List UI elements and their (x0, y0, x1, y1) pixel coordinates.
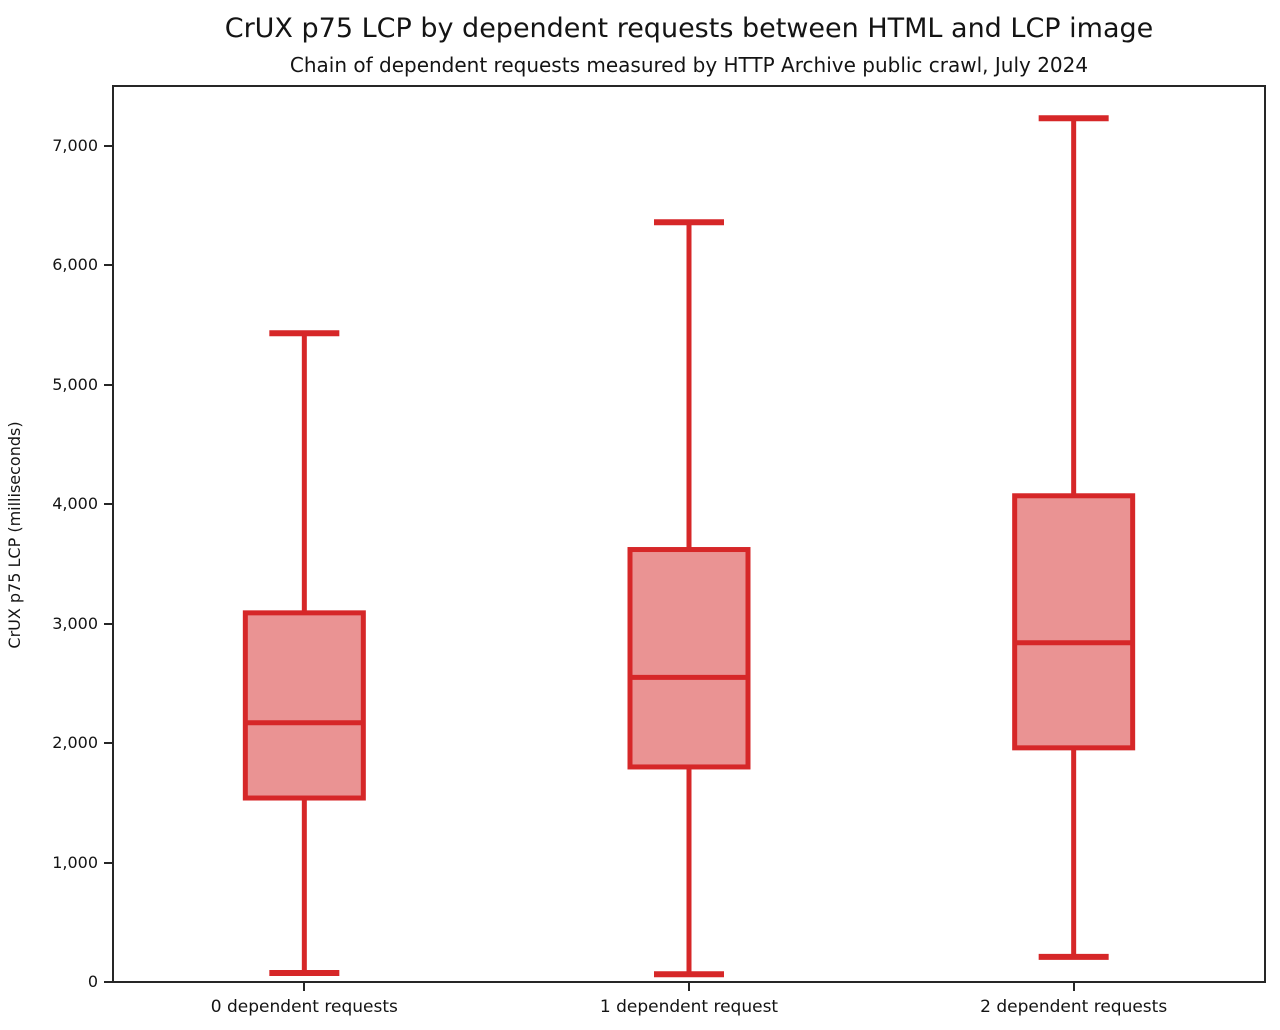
y-axis-label: CrUX p75 LCP (milliseconds) (5, 421, 24, 649)
chart-subtitle: Chain of dependent requests measured by … (289, 53, 1089, 77)
x-tick-mark (303, 983, 306, 991)
y-tick-mark (104, 144, 112, 147)
x-tick-mark (1072, 983, 1075, 991)
plot-area (112, 85, 1266, 983)
y-tick-label: 5,000 (52, 374, 98, 394)
x-tick-label: 2 dependent requests (980, 997, 1168, 1017)
y-tick-label: 7,000 (52, 135, 98, 155)
boxplot-group-0 (242, 330, 366, 977)
y-tick-mark (104, 861, 112, 864)
axes-frame (112, 85, 1266, 983)
y-tick-label: 1,000 (52, 852, 98, 872)
y-tick-mark (104, 742, 112, 745)
boxplot-group-1 (627, 219, 751, 978)
y-tick-label: 4,000 (52, 494, 98, 514)
y-tick-label: 2,000 (52, 733, 98, 753)
x-tick-label: 1 dependent request (599, 997, 779, 1017)
y-tick-label: 0 (87, 972, 98, 991)
y-tick-label: 3,000 (52, 613, 98, 633)
x-tick-mark (688, 983, 690, 991)
iqr-box (242, 610, 366, 801)
iqr-box (627, 547, 751, 770)
y-tick-mark (104, 622, 112, 625)
y-tick-label: 6,000 (52, 255, 98, 275)
chart-title: CrUX p75 LCP by dependent requests betwe… (224, 13, 1154, 44)
y-tick-mark (104, 981, 112, 983)
x-tick-label: 0 dependent requests (210, 997, 398, 1017)
y-tick-mark (104, 383, 112, 386)
y-tick-mark (104, 264, 112, 267)
boxplot-group-2 (1012, 115, 1136, 960)
y-tick-mark (104, 503, 112, 506)
iqr-box (1012, 493, 1136, 751)
